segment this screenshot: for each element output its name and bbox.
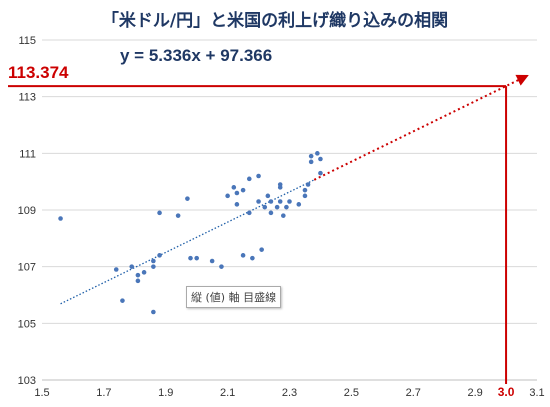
trendline-equation: y = 5.336x + 97.366 [120, 46, 273, 65]
data-point [129, 264, 135, 269]
chart-title: 「米ドル/円」と米国の利上げ織り込みの相関 [101, 11, 449, 31]
x-tick-label: 1.5 [34, 387, 49, 399]
highlight-x-label: 3.0 [498, 385, 515, 399]
axis-gridline-tooltip: 縦 (値) 軸 目盛線 [186, 286, 282, 308]
data-point [256, 173, 261, 179]
y-tick-label: 115 [18, 35, 36, 47]
data-point [175, 213, 181, 218]
data-point [188, 255, 193, 261]
x-tick-label: 2.9 [467, 387, 482, 399]
data-point [185, 196, 190, 201]
data-point [58, 216, 63, 221]
data-point [234, 202, 240, 207]
data-point [246, 210, 252, 216]
data-point [234, 190, 240, 196]
data-point [318, 170, 323, 176]
data-point [296, 202, 302, 207]
data-point [315, 151, 320, 156]
data-point [268, 199, 274, 204]
data-point [135, 278, 141, 284]
y-tick-label: 113 [18, 92, 36, 104]
y-tick-label: 103 [18, 375, 36, 387]
y-tick-label: 105 [18, 318, 36, 330]
x-tick-label: 2.1 [220, 387, 235, 399]
data-point [277, 185, 283, 190]
x-tick-label: 3.1 [529, 387, 544, 399]
x-tick-label: 1.9 [158, 387, 173, 399]
data-point [284, 204, 289, 210]
data-point [151, 264, 156, 269]
data-point [308, 159, 314, 165]
data-point [240, 187, 246, 193]
x-tick-label: 2.5 [344, 387, 359, 399]
trendline-extension [313, 74, 529, 181]
data-point [113, 267, 119, 272]
data-point [268, 210, 274, 216]
data-point [259, 247, 264, 252]
data-point [209, 258, 215, 264]
data-point [194, 255, 199, 261]
data-point [135, 272, 141, 278]
data-point [240, 253, 246, 258]
data-point [246, 176, 252, 182]
data-point [256, 199, 261, 204]
data-point [274, 204, 280, 210]
data-point [231, 185, 237, 190]
data-point [250, 255, 255, 261]
data-point [225, 193, 230, 199]
data-point [120, 298, 125, 303]
highlight-y-label: 113.374 [8, 63, 69, 82]
y-tick-label: 111 [19, 148, 36, 160]
data-point [219, 264, 224, 269]
data-point [151, 258, 156, 264]
data-point [305, 182, 311, 187]
data-point [157, 210, 162, 216]
data-point [141, 270, 147, 275]
data-point [265, 193, 271, 199]
data-point [287, 199, 292, 204]
data-point [277, 199, 283, 204]
data-point [318, 156, 323, 162]
x-tick-label: 2.3 [282, 387, 297, 399]
data-point [151, 309, 156, 315]
data-point [302, 187, 308, 193]
x-tick-label: 1.7 [96, 387, 111, 399]
data-point [302, 193, 308, 199]
y-tick-label: 107 [18, 262, 36, 274]
data-point [281, 213, 286, 218]
data-point [157, 253, 162, 258]
data-point [308, 153, 314, 159]
data-point [262, 204, 268, 210]
x-tick-label: 2.7 [406, 387, 421, 399]
y-tick-label: 109 [18, 205, 36, 217]
